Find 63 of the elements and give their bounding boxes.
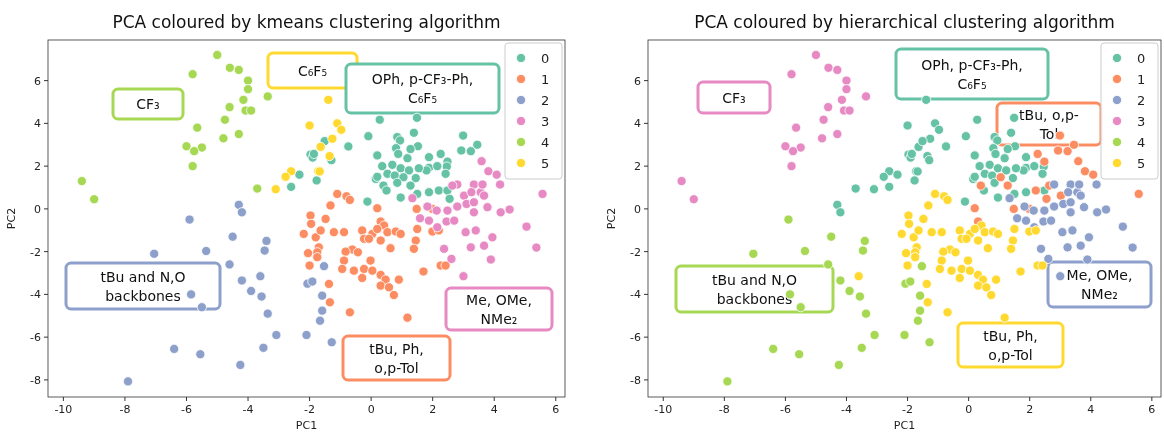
y-tick-label: 0 <box>34 202 41 216</box>
y-tick-label: -4 <box>30 288 41 302</box>
x-tick-label: -6 <box>181 403 192 416</box>
chart-title: PCA coloured by hierarchical clustering algorithm <box>694 12 1115 32</box>
legend-label: 5 <box>1137 156 1146 171</box>
legend-label: 0 <box>541 51 550 66</box>
x-tick-label: 4 <box>490 403 498 416</box>
x-tick-label: 2 <box>429 403 437 416</box>
y-tick-label: 6 <box>34 74 41 88</box>
annotation: OPh, p-CF₃-Ph, C₆F₅ <box>371 71 474 106</box>
legend-label: 2 <box>541 93 550 108</box>
legend-label: 2 <box>1137 93 1146 108</box>
x-tick-label: -8 <box>119 403 131 416</box>
legend-label: 1 <box>1137 72 1146 87</box>
y-tick-label: 4 <box>634 117 641 131</box>
annotation: C₆F₅ <box>297 62 328 79</box>
y-tick-label: 0 <box>634 202 641 216</box>
y-tick-label: 2 <box>34 160 41 174</box>
annotation: tBu and N,O backbones <box>711 271 798 307</box>
legend-label: 4 <box>541 135 550 150</box>
x-axis-title: PC1 <box>295 419 318 432</box>
y-tick-label: -2 <box>630 245 641 259</box>
annotation: Me, OMe, NMe₂ <box>466 291 532 327</box>
annotation: tBu, Ph, o,p-Tol <box>983 327 1038 363</box>
annotation: CF₃ <box>136 96 160 112</box>
annotation: CF₃ <box>722 89 746 106</box>
annotation: tBu and N,O backbones <box>100 268 186 304</box>
x-tick-label: 6 <box>552 403 560 416</box>
y-tick-label: 4 <box>34 117 41 131</box>
annotation: Me, OMe, NMe₂ <box>1066 267 1133 302</box>
annotation: tBu, Ph, o,p-Tol <box>369 340 424 376</box>
x-tick-label: -8 <box>718 403 730 416</box>
x-tick-label: 2 <box>1026 403 1034 416</box>
legend-label: 4 <box>1137 135 1146 150</box>
legend-label: 0 <box>1137 51 1146 66</box>
legend-label: 5 <box>541 156 550 171</box>
x-tick-label: -2 <box>902 403 914 416</box>
y-axis-title: PC2 <box>605 207 618 230</box>
x-tick-label: 0 <box>965 403 973 416</box>
legend-label: 1 <box>541 72 550 87</box>
x-tick-label: -4 <box>242 403 254 416</box>
y-tick-label: -2 <box>30 245 41 259</box>
y-tick-label: -4 <box>630 288 641 302</box>
legend-label: 3 <box>541 114 550 129</box>
x-tick-label: 4 <box>1087 403 1095 416</box>
x-tick-label: -10 <box>654 403 673 416</box>
y-tick-label: -6 <box>30 331 41 345</box>
y-tick-label: 2 <box>634 160 641 174</box>
y-tick-label: -6 <box>630 331 641 345</box>
x-tick-label: -6 <box>779 403 791 416</box>
x-tick-label: 6 <box>1148 403 1156 416</box>
x-tick-label: -4 <box>841 403 852 416</box>
legend-label: 3 <box>1137 114 1146 129</box>
y-axis-title: PC2 <box>5 207 18 230</box>
x-tick-label: 0 <box>367 403 375 416</box>
chart-title: PCA coloured by kmeans clustering algorithm <box>112 12 501 32</box>
y-tick-label: 6 <box>634 74 641 88</box>
x-tick-label: -10 <box>54 403 73 416</box>
annotation: OPh, p-CF₃-Ph, C₆F₅ <box>921 56 1023 92</box>
y-tick-label: -8 <box>630 373 641 387</box>
x-axis-title: PC1 <box>893 419 916 432</box>
y-tick-label: -8 <box>30 373 41 387</box>
x-tick-label: -2 <box>304 403 316 416</box>
